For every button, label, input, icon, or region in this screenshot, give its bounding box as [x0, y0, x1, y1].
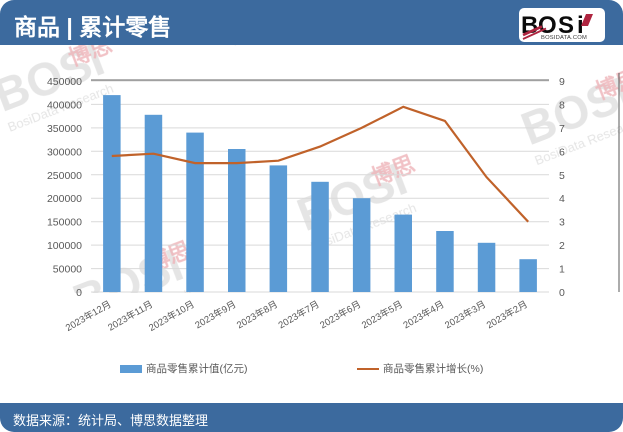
svg-text:9: 9: [559, 76, 565, 88]
svg-text:2023年8月: 2023年8月: [235, 298, 280, 331]
svg-text:2023年12月: 2023年12月: [63, 298, 113, 334]
svg-text:4: 4: [559, 193, 565, 205]
svg-text:2023年6月: 2023年6月: [318, 298, 363, 331]
svg-text:3: 3: [559, 217, 565, 229]
svg-text:0: 0: [76, 287, 82, 299]
svg-text:6: 6: [559, 146, 565, 158]
svg-text:100000: 100000: [47, 240, 82, 252]
svg-text:150000: 150000: [47, 217, 82, 229]
svg-text:2023年5月: 2023年5月: [359, 298, 404, 331]
svg-text:450000: 450000: [47, 76, 82, 88]
svg-text:2023年3月: 2023年3月: [443, 298, 488, 331]
svg-text:2023年10月: 2023年10月: [147, 298, 197, 334]
svg-text:1: 1: [559, 264, 565, 276]
svg-text:2: 2: [559, 240, 565, 252]
svg-text:8: 8: [559, 99, 565, 111]
svg-text:2023年4月: 2023年4月: [401, 298, 446, 331]
svg-text:250000: 250000: [47, 170, 82, 182]
svg-text:0: 0: [559, 287, 565, 299]
svg-text:350000: 350000: [47, 123, 82, 135]
svg-text:200000: 200000: [47, 193, 82, 205]
svg-text:5: 5: [559, 170, 565, 182]
svg-text:2023年11月: 2023年11月: [106, 298, 155, 333]
svg-text:300000: 300000: [47, 146, 82, 158]
svg-text:BOSIDATA.COM: BOSIDATA.COM: [541, 35, 587, 41]
svg-text:2023年7月: 2023年7月: [276, 298, 321, 331]
svg-text:2023年2月: 2023年2月: [484, 298, 529, 331]
svg-text:2023年9月: 2023年9月: [193, 298, 238, 331]
svg-text:7: 7: [559, 123, 565, 135]
svg-text:400000: 400000: [47, 99, 82, 111]
svg-text:50000: 50000: [53, 264, 82, 276]
